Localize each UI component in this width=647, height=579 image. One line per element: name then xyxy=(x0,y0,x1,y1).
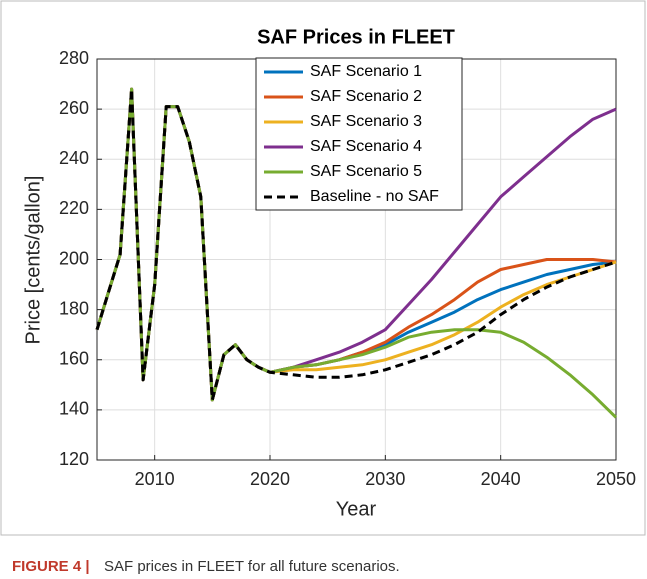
y-tick-label: 140 xyxy=(59,399,89,419)
caption-text: SAF prices in FLEET for all future scena… xyxy=(104,558,400,575)
caption-label: FIGURE 4 | xyxy=(12,558,90,575)
y-tick-label: 180 xyxy=(59,298,89,318)
y-tick-label: 280 xyxy=(59,48,89,68)
y-tick-label: 240 xyxy=(59,148,89,168)
x-tick-label: 2020 xyxy=(250,469,290,489)
y-tick-label: 120 xyxy=(59,449,89,469)
y-tick-label: 160 xyxy=(59,349,89,369)
figure-border xyxy=(0,0,646,536)
x-axis-label: Year xyxy=(336,498,377,520)
legend-box xyxy=(255,57,463,211)
legend-label: Baseline - no SAF xyxy=(310,188,439,205)
y-tick-label: 220 xyxy=(59,198,89,218)
x-tick-label: 2050 xyxy=(596,469,636,489)
legend-label: SAF Scenario 1 xyxy=(310,63,422,80)
chart-title: SAF Prices in FLEET xyxy=(257,26,455,48)
legend-label: SAF Scenario 2 xyxy=(310,88,422,105)
y-tick-label: 200 xyxy=(59,248,89,268)
x-tick-label: 2010 xyxy=(135,469,175,489)
y-tick-label: 260 xyxy=(59,98,89,118)
x-tick-label: 2030 xyxy=(365,469,405,489)
x-tick-label: 2040 xyxy=(481,469,521,489)
legend-label: SAF Scenario 5 xyxy=(310,163,422,180)
legend-label: SAF Scenario 3 xyxy=(310,113,422,130)
series-line xyxy=(95,87,617,402)
legend-label: SAF Scenario 4 xyxy=(310,138,422,155)
y-axis-label: Price [cents/gallon] xyxy=(22,176,44,345)
